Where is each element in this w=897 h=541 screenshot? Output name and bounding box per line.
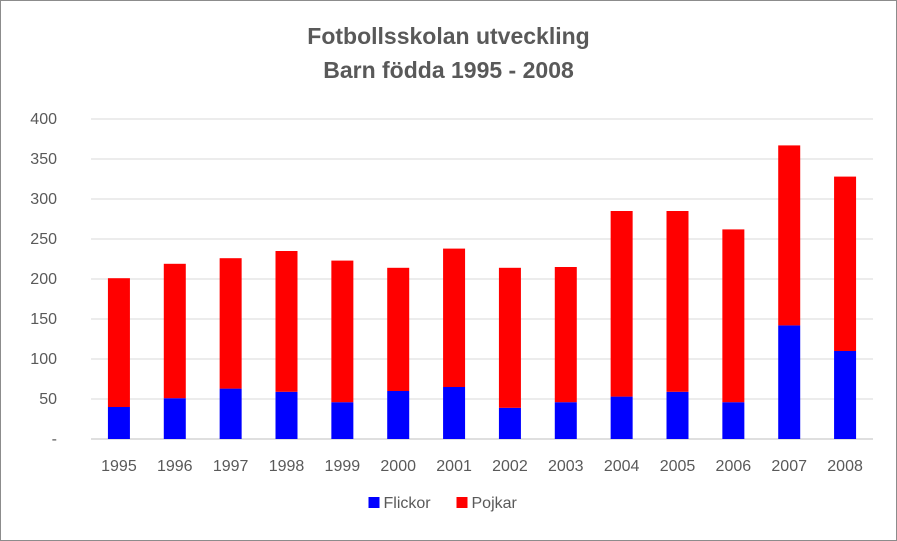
y-tick-label: 150 — [30, 311, 57, 328]
bar-pojkar-2006 — [722, 229, 745, 403]
bar-pojkar-2001 — [443, 248, 466, 387]
y-tick-label: 250 — [30, 231, 57, 248]
x-tick-label: 2007 — [771, 458, 807, 475]
bar-flickor-1998 — [275, 391, 298, 439]
bar-pojkar-2004 — [610, 211, 633, 397]
bar-pojkar-2007 — [778, 145, 801, 326]
x-tick-label: 1999 — [325, 458, 361, 475]
x-tick-label: 2004 — [604, 458, 640, 475]
x-tick-label: 2001 — [436, 458, 472, 475]
x-tick-label: 2002 — [492, 458, 528, 475]
y-axis-ticks: - 50 100 150 200 250 300 350 400 — [30, 111, 57, 448]
bar-pojkar-2008 — [834, 176, 857, 351]
y-tick-label: 100 — [30, 351, 57, 368]
x-tick-label: 1996 — [157, 458, 193, 475]
chart-title-block: Fotbollsskolan utveckling Barn födda 199… — [1, 19, 896, 87]
x-tick-label: 2008 — [827, 458, 863, 475]
bar-pojkar-2005 — [666, 211, 689, 392]
legend: Flickor Pojkar — [368, 495, 518, 512]
bar-pojkar-1999 — [331, 260, 354, 403]
bar-pojkar-2002 — [498, 267, 521, 408]
legend-swatch-pojkar — [456, 497, 468, 508]
bar-flickor-2006 — [722, 402, 745, 439]
y-tick-label: - — [52, 431, 57, 448]
bar-flickor-2001 — [443, 387, 466, 439]
x-axis-ticks: 1995 1996 1997 1998 1999 2000 2001 2002 2003 2004… — [101, 458, 863, 475]
bar-flickor-2003 — [554, 402, 577, 439]
bar-flickor-2000 — [387, 391, 410, 439]
bar-pojkar-1995 — [107, 278, 130, 407]
bar-flickor-2005 — [666, 391, 689, 439]
bar-flickor-1995 — [107, 407, 130, 439]
y-tick-label: 50 — [39, 391, 57, 408]
y-tick-label: 300 — [30, 191, 57, 208]
bar-flickor-2004 — [610, 396, 633, 439]
gridlines — [91, 118, 873, 440]
bar-pojkar-2003 — [554, 267, 577, 403]
y-tick-label: 350 — [30, 151, 57, 168]
legend-label-pojkar: Pojkar — [472, 495, 518, 512]
legend-swatch-flickor — [368, 497, 380, 508]
y-tick-label: 200 — [30, 271, 57, 288]
bar-flickor-1999 — [331, 402, 354, 439]
x-tick-label: 2006 — [716, 458, 752, 475]
bar-flickor-2002 — [498, 407, 521, 439]
bar-flickor-2007 — [778, 325, 801, 439]
x-tick-label: 2003 — [548, 458, 584, 475]
bar-pojkar-1998 — [275, 251, 298, 392]
x-tick-label: 1995 — [101, 458, 137, 475]
bar-flickor-1996 — [163, 398, 186, 439]
chart-subtitle: Barn födda 1995 - 2008 — [323, 57, 574, 83]
bar-pojkar-1997 — [219, 258, 242, 389]
y-tick-label: 400 — [30, 111, 57, 128]
bar-pojkar-2000 — [387, 267, 410, 391]
x-tick-label: 1997 — [213, 458, 249, 475]
bar-flickor-1997 — [219, 388, 242, 439]
legend-label-flickor: Flickor — [384, 495, 432, 512]
x-tick-label: 2000 — [380, 458, 416, 475]
bar-pojkar-1996 — [163, 263, 186, 399]
bars — [107, 145, 857, 439]
bar-flickor-2008 — [834, 351, 857, 439]
x-tick-label: 2005 — [660, 458, 696, 475]
chart-title: Fotbollsskolan utveckling — [307, 23, 590, 49]
x-tick-label: 1998 — [269, 458, 305, 475]
